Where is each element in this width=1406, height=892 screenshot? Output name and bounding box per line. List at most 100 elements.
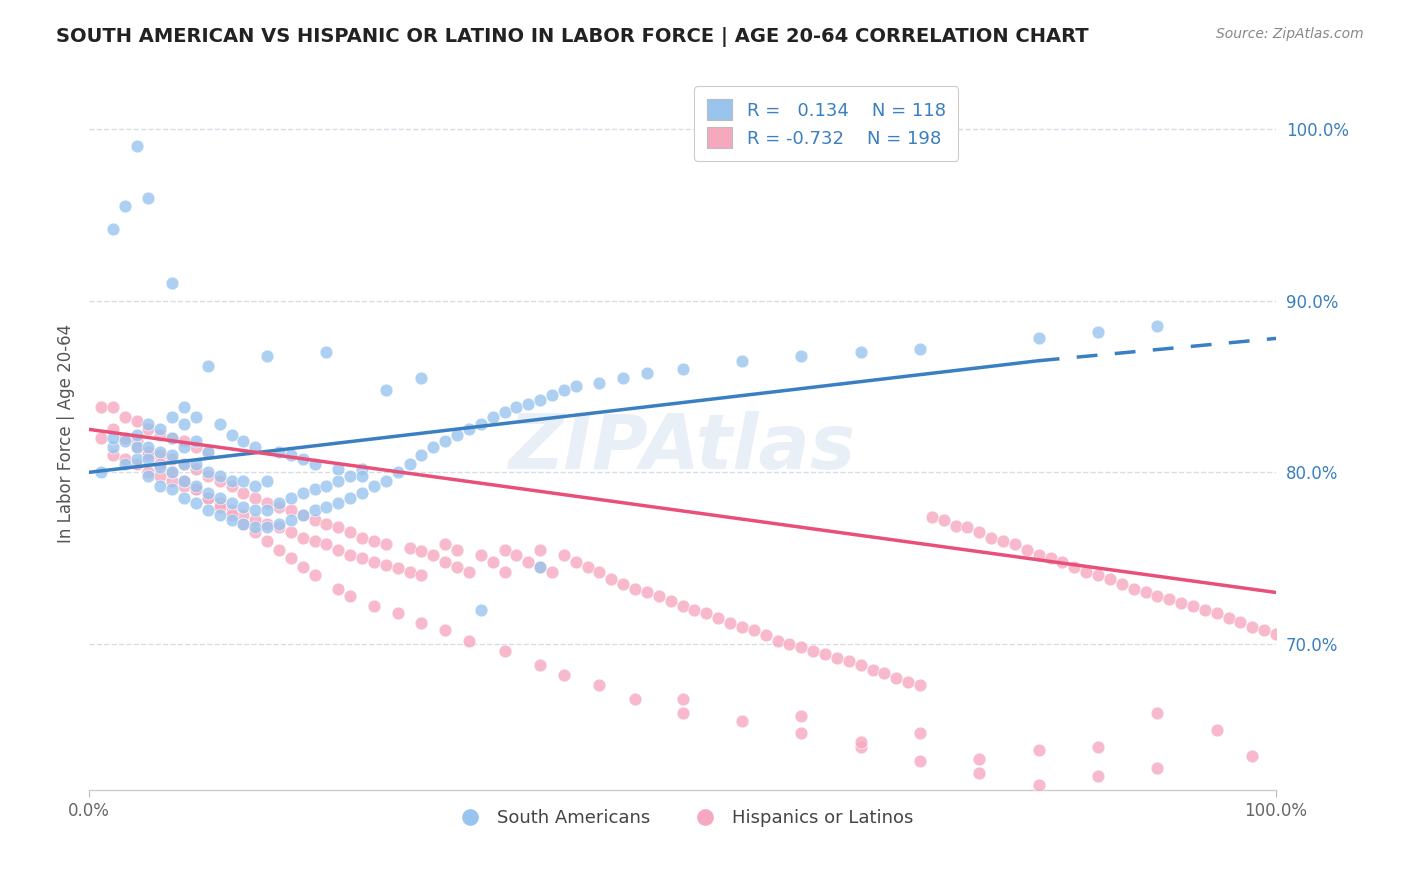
- Point: [352, 531, 374, 545]
- Point: [374, 558, 396, 572]
- Point: [197, 444, 219, 458]
- Point: [1028, 331, 1050, 345]
- Point: [434, 624, 457, 638]
- Point: [659, 594, 682, 608]
- Point: [291, 508, 314, 523]
- Point: [267, 444, 290, 458]
- Point: [125, 427, 148, 442]
- Point: [304, 513, 326, 527]
- Point: [932, 513, 955, 527]
- Point: [197, 359, 219, 373]
- Point: [90, 400, 112, 414]
- Point: [969, 752, 991, 766]
- Point: [529, 657, 551, 672]
- Point: [1241, 748, 1264, 763]
- Point: [138, 417, 160, 432]
- Point: [125, 139, 148, 153]
- Point: [790, 640, 813, 655]
- Point: [232, 474, 254, 488]
- Point: [849, 735, 872, 749]
- Point: [291, 486, 314, 500]
- Point: [825, 650, 848, 665]
- Point: [731, 620, 754, 634]
- Point: [304, 483, 326, 497]
- Point: [101, 440, 124, 454]
- Point: [267, 520, 290, 534]
- Text: SOUTH AMERICAN VS HISPANIC OR LATINO IN LABOR FORCE | AGE 20-64 CORRELATION CHAR: SOUTH AMERICAN VS HISPANIC OR LATINO IN …: [56, 27, 1088, 46]
- Point: [184, 483, 207, 497]
- Point: [291, 531, 314, 545]
- Point: [505, 548, 527, 562]
- Point: [849, 345, 872, 359]
- Point: [221, 496, 243, 510]
- Point: [945, 518, 967, 533]
- Point: [256, 474, 278, 488]
- Point: [517, 397, 540, 411]
- Point: [197, 503, 219, 517]
- Point: [328, 462, 350, 476]
- Point: [1205, 606, 1227, 620]
- Point: [411, 448, 433, 462]
- Point: [742, 624, 765, 638]
- Point: [114, 451, 136, 466]
- Point: [221, 479, 243, 493]
- Point: [494, 644, 516, 658]
- Point: [1087, 325, 1109, 339]
- Point: [291, 451, 314, 466]
- Point: [184, 462, 207, 476]
- Point: [588, 678, 610, 692]
- Point: [363, 533, 385, 548]
- Point: [588, 565, 610, 579]
- Point: [1111, 577, 1133, 591]
- Point: [232, 500, 254, 514]
- Point: [387, 465, 409, 479]
- Point: [1087, 769, 1109, 783]
- Point: [1028, 778, 1050, 792]
- Point: [446, 427, 468, 442]
- Point: [1122, 582, 1144, 596]
- Point: [304, 503, 326, 517]
- Point: [160, 483, 183, 497]
- Point: [766, 633, 789, 648]
- Point: [849, 739, 872, 754]
- Point: [1015, 542, 1038, 557]
- Point: [1253, 624, 1275, 638]
- Point: [398, 565, 420, 579]
- Point: [612, 371, 634, 385]
- Point: [173, 474, 195, 488]
- Point: [173, 440, 195, 454]
- Point: [291, 559, 314, 574]
- Point: [494, 565, 516, 579]
- Point: [267, 516, 290, 531]
- Point: [969, 765, 991, 780]
- Point: [470, 602, 492, 616]
- Point: [458, 633, 481, 648]
- Point: [208, 500, 231, 514]
- Point: [160, 277, 183, 291]
- Point: [411, 616, 433, 631]
- Point: [1028, 743, 1050, 757]
- Point: [671, 706, 693, 720]
- Point: [1135, 585, 1157, 599]
- Point: [1146, 706, 1168, 720]
- Point: [173, 417, 195, 432]
- Point: [221, 513, 243, 527]
- Point: [1146, 319, 1168, 334]
- Point: [245, 479, 267, 493]
- Point: [221, 427, 243, 442]
- Point: [232, 486, 254, 500]
- Point: [411, 371, 433, 385]
- Point: [221, 474, 243, 488]
- Point: [897, 674, 920, 689]
- Point: [315, 345, 337, 359]
- Point: [208, 468, 231, 483]
- Point: [1052, 555, 1074, 569]
- Point: [160, 448, 183, 462]
- Point: [256, 503, 278, 517]
- Point: [398, 541, 420, 555]
- Point: [648, 589, 671, 603]
- Point: [446, 542, 468, 557]
- Point: [101, 448, 124, 462]
- Point: [422, 440, 444, 454]
- Point: [184, 434, 207, 449]
